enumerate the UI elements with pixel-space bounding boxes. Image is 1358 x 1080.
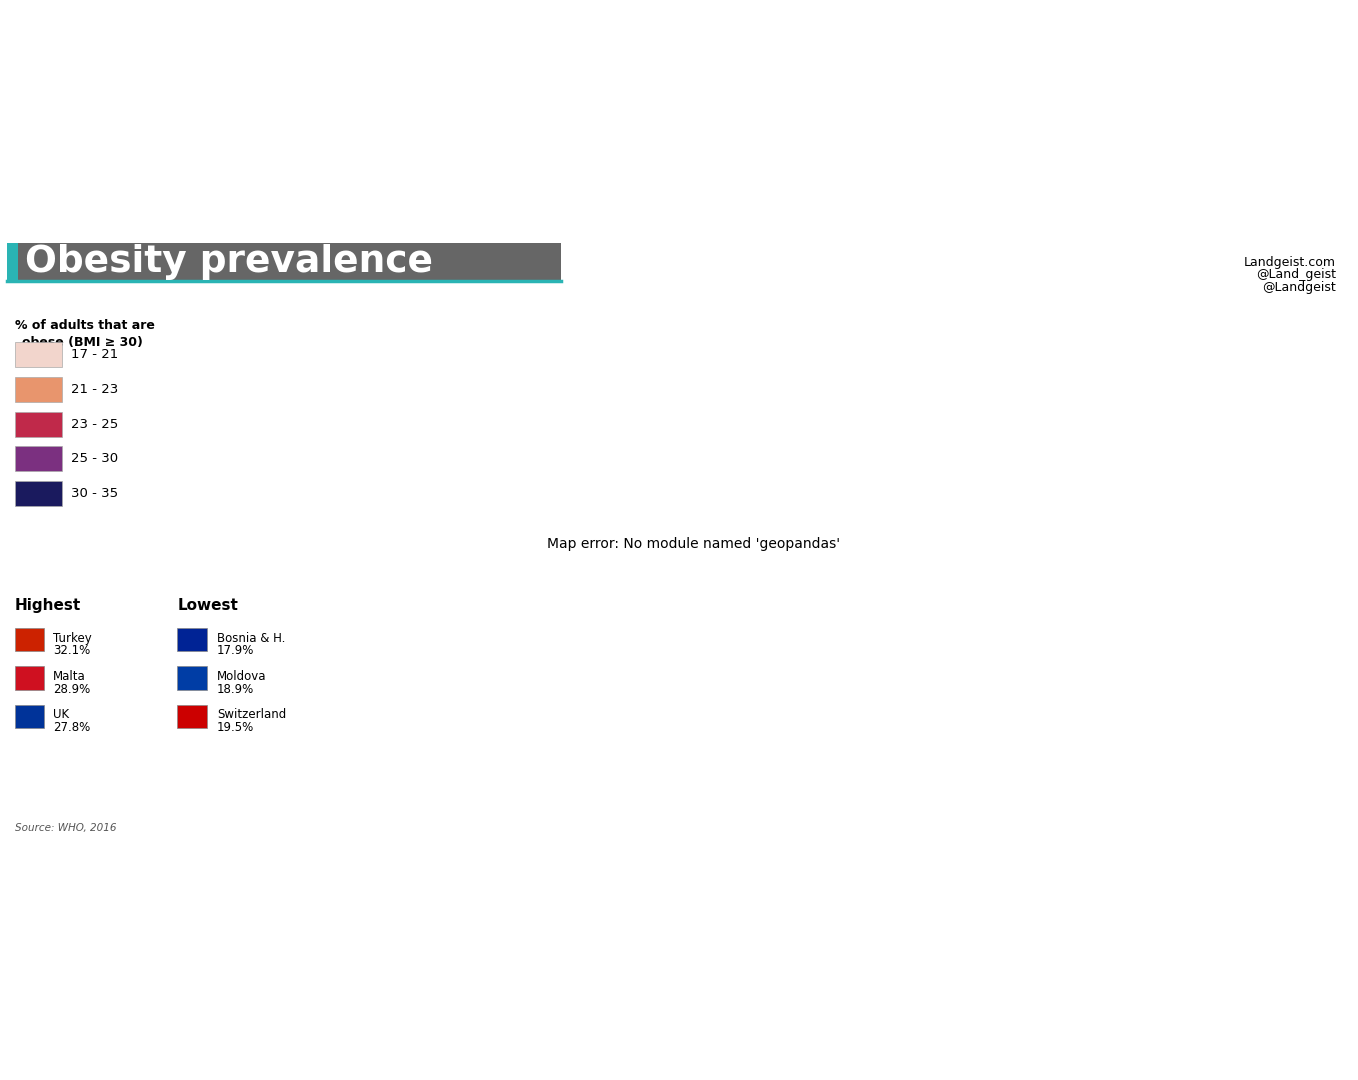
Text: @Landgeist: @Landgeist: [1262, 281, 1336, 294]
Bar: [177, 704, 206, 728]
Text: Obesity prevalence: Obesity prevalence: [24, 244, 433, 280]
Bar: [15, 377, 62, 402]
Bar: [15, 627, 45, 651]
Text: UK: UK: [53, 708, 69, 721]
Bar: [177, 627, 206, 651]
Text: Landgeist.com: Landgeist.com: [1244, 256, 1336, 269]
Text: Turkey: Turkey: [53, 632, 92, 645]
Text: Switzerland: Switzerland: [217, 708, 287, 721]
Text: Bosnia & H.: Bosnia & H.: [217, 632, 285, 645]
Text: Lowest: Lowest: [177, 598, 238, 613]
Text: 28.9%: 28.9%: [53, 683, 91, 696]
Text: 18.9%: 18.9%: [217, 683, 254, 696]
Text: 27.8%: 27.8%: [53, 721, 91, 734]
Text: 17 - 21: 17 - 21: [71, 348, 118, 361]
Text: Map error: No module named 'geopandas': Map error: No module named 'geopandas': [547, 537, 841, 551]
Bar: [7, 243, 18, 281]
Text: Source: WHO, 2016: Source: WHO, 2016: [15, 823, 117, 833]
Bar: [15, 342, 62, 367]
Bar: [15, 704, 45, 728]
Text: 32.1%: 32.1%: [53, 644, 91, 658]
Text: Malta: Malta: [53, 670, 86, 683]
Text: 30 - 35: 30 - 35: [71, 487, 118, 500]
Text: 19.5%: 19.5%: [217, 721, 254, 734]
Text: 25 - 30: 25 - 30: [71, 453, 118, 465]
Bar: [15, 411, 62, 436]
Text: % of adults that are: % of adults that are: [15, 320, 155, 333]
Text: Moldova: Moldova: [217, 670, 266, 683]
Text: 21 - 23: 21 - 23: [71, 383, 118, 396]
Bar: [7, 243, 561, 281]
Bar: [15, 666, 45, 690]
Text: obese (BMI ≥ 30): obese (BMI ≥ 30): [22, 336, 143, 349]
Text: Highest: Highest: [15, 598, 81, 613]
Text: @Land_geist: @Land_geist: [1256, 269, 1336, 282]
Bar: [15, 481, 62, 507]
Text: 17.9%: 17.9%: [217, 644, 254, 658]
Bar: [177, 666, 206, 690]
Bar: [15, 446, 62, 471]
Text: 23 - 25: 23 - 25: [71, 418, 118, 431]
